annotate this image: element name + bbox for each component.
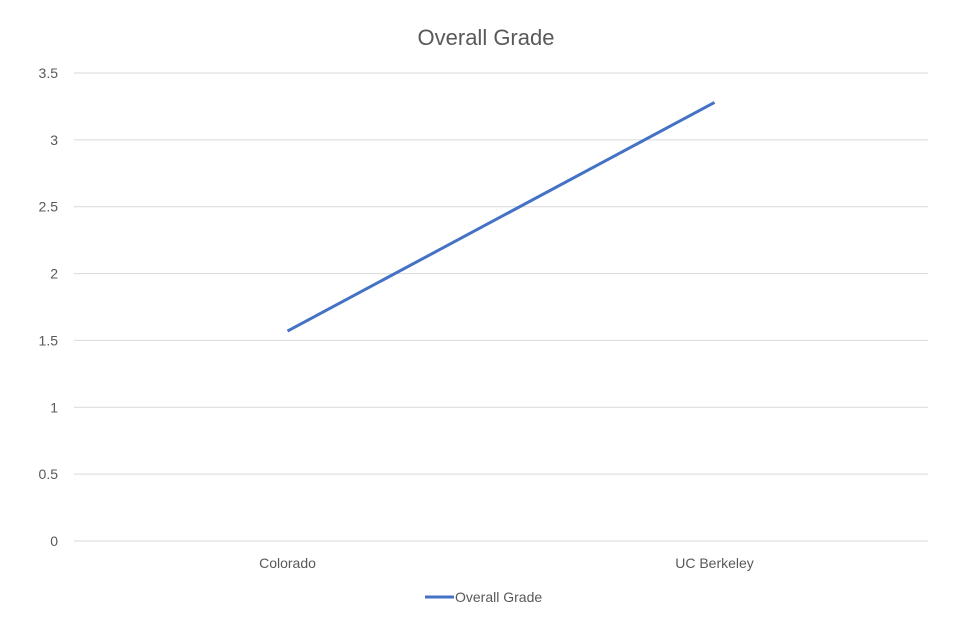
x-tick-label: UC Berkeley bbox=[675, 555, 754, 571]
y-tick-label: 1.5 bbox=[39, 332, 59, 348]
x-tick-label: Colorado bbox=[259, 555, 316, 571]
y-tick-label: 2.5 bbox=[39, 199, 59, 215]
y-axis-tick-labels: 0 0.5 1 1.5 2 2.5 3 3.5 bbox=[39, 65, 59, 549]
series-lines bbox=[286, 101, 716, 333]
legend-label: Overall Grade bbox=[455, 589, 542, 605]
y-tick-label: 3 bbox=[50, 132, 58, 148]
series-line bbox=[286, 101, 716, 333]
gridlines bbox=[74, 72, 928, 542]
legend: Overall Grade bbox=[425, 589, 542, 605]
chart-title: Overall Grade bbox=[418, 25, 555, 50]
y-tick-label: 0 bbox=[50, 533, 58, 549]
y-tick-label: 3.5 bbox=[39, 65, 59, 81]
y-tick-label: 1 bbox=[50, 399, 58, 415]
x-axis-tick-labels: Colorado UC Berkeley bbox=[259, 555, 754, 571]
y-tick-label: 2 bbox=[50, 266, 58, 282]
y-tick-label: 0.5 bbox=[39, 466, 59, 482]
